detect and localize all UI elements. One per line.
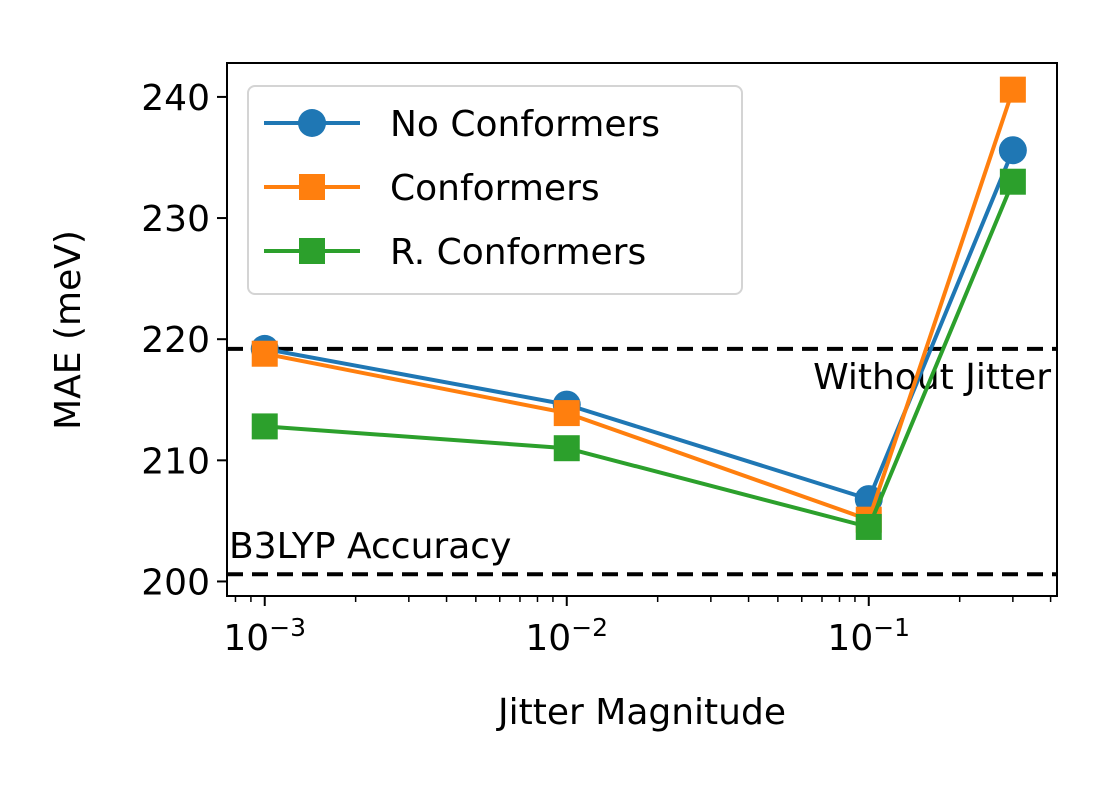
x-tick-label: 10−2 bbox=[525, 613, 608, 659]
legend-label: R. Conformers bbox=[390, 232, 646, 273]
reference-line-label: B3LYP Accuracy bbox=[229, 526, 511, 567]
series-line bbox=[264, 89, 1015, 522]
ticks: 200 210 220 230 240 10−3 10−2 10−1 bbox=[141, 78, 1052, 659]
y-tick-label: 230 bbox=[141, 199, 210, 240]
x-tick-label: 10−1 bbox=[827, 613, 910, 659]
legend-marker bbox=[299, 238, 325, 264]
data-point bbox=[251, 340, 278, 367]
y-axis-title: MAE (meV) bbox=[48, 230, 89, 430]
legend-marker bbox=[298, 109, 326, 137]
legend-label: No Conformers bbox=[390, 104, 660, 145]
legend: No Conformers Conformers R. Conformers bbox=[247, 85, 743, 295]
series-line bbox=[264, 149, 1015, 502]
legend-box bbox=[247, 85, 743, 295]
series-layer bbox=[250, 76, 1027, 540]
y-tick-label: 220 bbox=[141, 320, 210, 361]
x-axis-title: Jitter Magnitude bbox=[496, 692, 786, 733]
plot-frame bbox=[226, 62, 1058, 597]
data-point bbox=[998, 136, 1027, 165]
data-point bbox=[553, 400, 580, 427]
y-tick-label: 210 bbox=[141, 441, 210, 482]
axes bbox=[226, 62, 1058, 597]
data-point bbox=[999, 168, 1026, 195]
legend-label: Conformers bbox=[390, 168, 600, 209]
data-point bbox=[251, 413, 278, 440]
data-point bbox=[553, 435, 580, 462]
x-tick-label: 10−3 bbox=[223, 613, 306, 659]
y-tick-label: 200 bbox=[141, 562, 210, 603]
series-line bbox=[264, 180, 1015, 529]
y-tick-label: 240 bbox=[141, 78, 210, 119]
data-point bbox=[999, 76, 1026, 103]
data-point bbox=[855, 513, 882, 540]
legend-marker bbox=[299, 174, 325, 200]
